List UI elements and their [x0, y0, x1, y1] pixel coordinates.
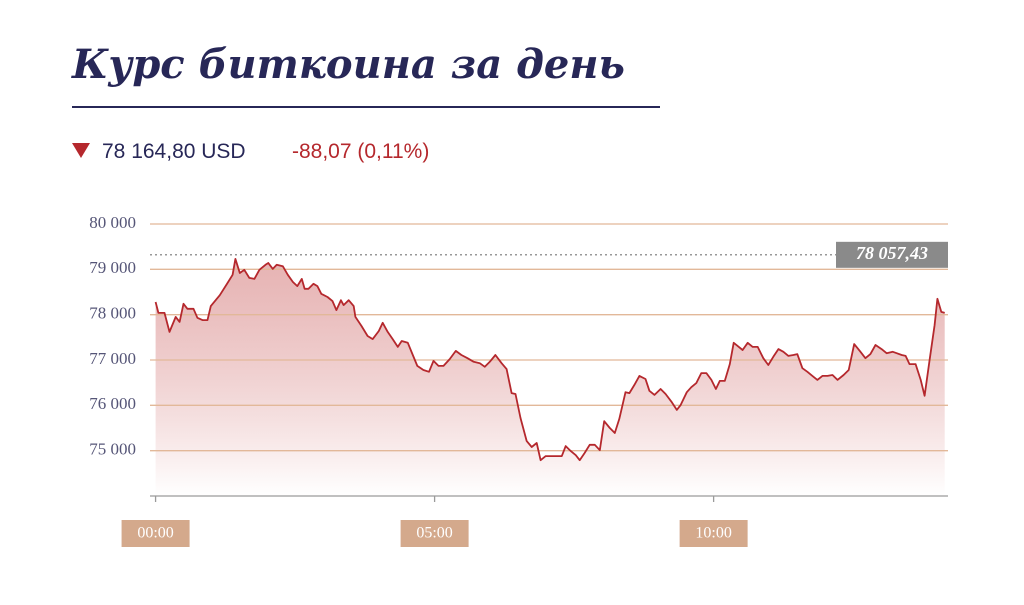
x-tick-box: [121, 520, 190, 547]
x-tick-label: 10:00: [695, 525, 731, 542]
y-tick-label: 79 000: [89, 258, 136, 277]
y-tick-label: 76 000: [89, 394, 136, 413]
x-tick-box: [400, 520, 469, 547]
down-arrow: [72, 143, 90, 158]
y-tick-label: 80 000: [89, 213, 136, 232]
area: [155, 258, 945, 496]
y-tick-label: 77 000: [89, 349, 136, 368]
x-tick-label: 00:00: [137, 525, 173, 542]
x-tick-box: [679, 520, 748, 547]
change: -88,07 (0,11%): [292, 140, 429, 163]
price: 78 164,80 USD: [102, 140, 246, 163]
y-tick-label: 75 000: [89, 440, 136, 459]
line: [154, 258, 945, 462]
y-tick-label: 78 000: [89, 304, 136, 323]
x-tick-label: 05:00: [416, 525, 452, 542]
annotation-box: [836, 241, 948, 268]
annotation: 78 057,43: [856, 243, 928, 263]
chart-title: Курс биткоина за день: [71, 41, 625, 88]
